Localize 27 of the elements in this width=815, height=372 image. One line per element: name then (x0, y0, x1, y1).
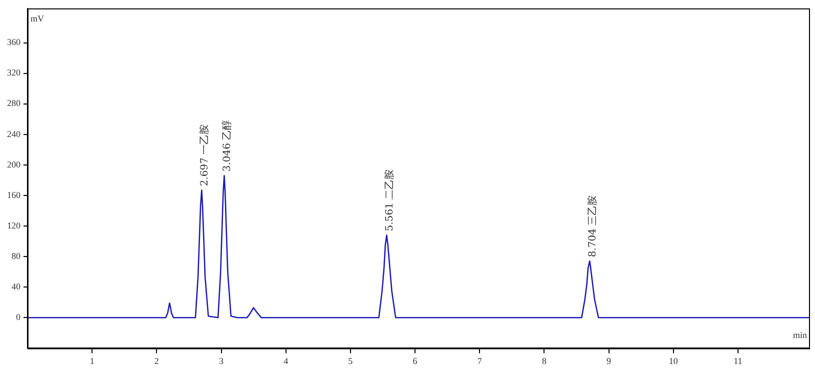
y-tick-label: 0 (16, 312, 21, 322)
y-tick-label: 320 (7, 68, 21, 78)
x-tick-label: 8 (542, 356, 547, 366)
x-tick-label: 10 (668, 356, 678, 366)
annotation: 5.561 二乙胺 (383, 169, 396, 232)
y-tick-label: 280 (7, 98, 21, 108)
x-tick-label: 6 (412, 356, 418, 366)
x-axis-title: min (792, 330, 808, 340)
x-tick-label: 7 (477, 356, 482, 366)
y-axis-title: mV (30, 13, 44, 24)
y-tick-label: 240 (7, 128, 21, 139)
y-tick-label: 40 (12, 281, 21, 292)
x-tick-label: 1 (90, 356, 94, 366)
annotation: 2.697 一乙胺 (198, 124, 210, 186)
x-tick-label: 4 (284, 356, 289, 366)
y-tick-label: 360 (7, 37, 21, 48)
x-tick-label: 11 (734, 356, 742, 366)
x-tick-label: 9 (606, 356, 612, 366)
x-tick-label: 5 (348, 356, 354, 366)
x-tick-label: 2 (154, 356, 159, 366)
y-tick-label: 120 (7, 220, 21, 230)
annotation: 3.046 乙醇 (220, 120, 233, 172)
annotation: 8.704 三乙胺 (586, 195, 598, 258)
x-tick-label: 3 (219, 356, 224, 366)
y-tick-label: 200 (7, 159, 21, 170)
y-tick-label: 80 (12, 250, 21, 261)
y-tick-label: 160 (7, 190, 21, 200)
